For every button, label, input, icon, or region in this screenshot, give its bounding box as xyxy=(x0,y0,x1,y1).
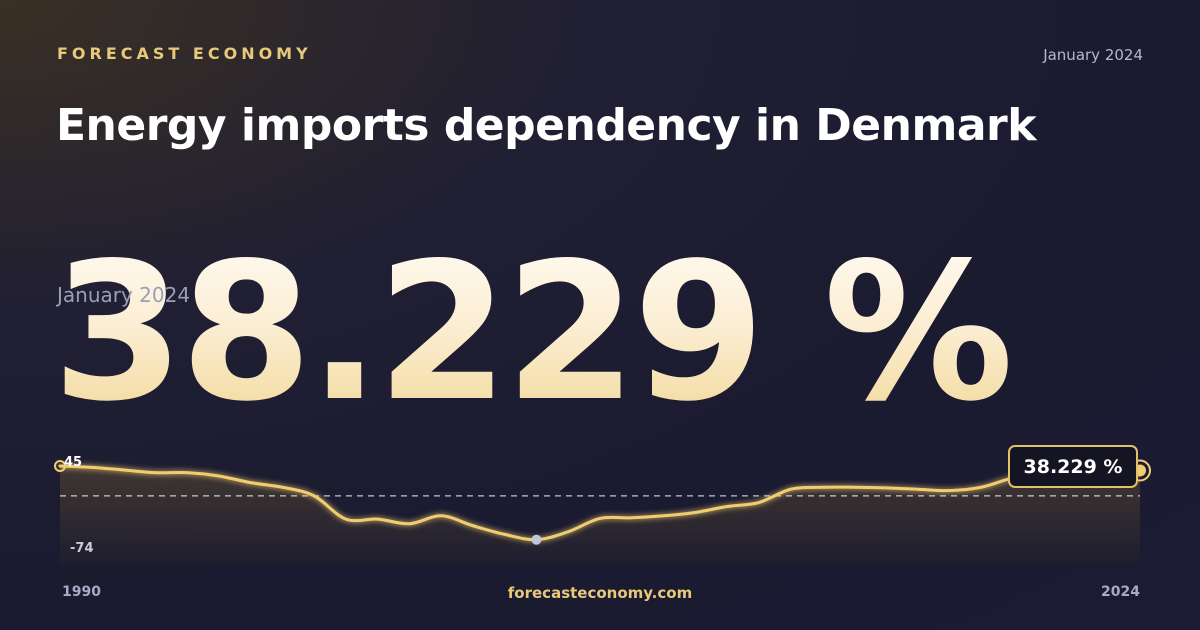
y-max-label: 45 xyxy=(64,455,82,470)
report-date: January 2024 xyxy=(1043,46,1143,64)
page-title: Energy imports dependency in Denmark xyxy=(56,100,1036,151)
chart-area xyxy=(60,466,1140,565)
x-end-label: 2024 xyxy=(1101,584,1140,600)
x-start-label: 1990 xyxy=(62,584,101,600)
series-line xyxy=(58,464,1142,542)
headline-value: 38.229 % xyxy=(52,222,1014,443)
headline-date: January 2024 xyxy=(57,283,191,307)
brand-name: FORECAST ECONOMY xyxy=(57,44,312,63)
latest-value-callout: 38.229 % xyxy=(1008,445,1138,488)
site-url: forecasteconomy.com xyxy=(507,584,693,602)
y-min-label: -74 xyxy=(70,541,94,556)
min-point xyxy=(531,534,542,545)
start-point xyxy=(54,460,66,472)
